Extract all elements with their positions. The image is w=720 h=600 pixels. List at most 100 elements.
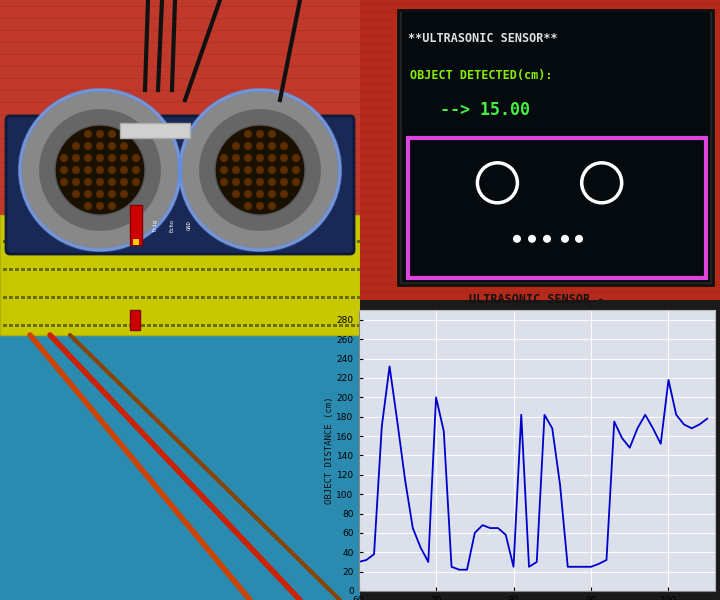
Bar <box>39 324 43 327</box>
Bar <box>291 268 295 271</box>
Bar <box>237 240 241 243</box>
Text: **ULTRASONIC SENSOR**: **ULTRASONIC SENSOR** <box>408 31 557 44</box>
Bar <box>345 240 349 243</box>
Bar <box>33 240 37 243</box>
Bar <box>189 324 193 327</box>
Circle shape <box>232 166 240 174</box>
Bar <box>130 310 140 330</box>
Bar <box>9 296 13 299</box>
Circle shape <box>120 178 128 186</box>
Bar <box>237 268 241 271</box>
Bar <box>141 324 145 327</box>
Circle shape <box>108 166 116 174</box>
Bar <box>81 296 85 299</box>
Bar <box>117 240 121 243</box>
Bar <box>327 240 331 243</box>
Bar <box>408 138 706 278</box>
Bar <box>273 296 277 299</box>
Bar <box>309 324 313 327</box>
Bar <box>249 268 253 271</box>
Bar <box>15 324 19 327</box>
Bar <box>255 296 259 299</box>
Bar <box>39 296 43 299</box>
Bar <box>123 268 127 271</box>
Text: GND: GND <box>186 220 192 230</box>
Bar <box>261 240 265 243</box>
Bar <box>117 268 121 271</box>
Bar <box>177 268 181 271</box>
Circle shape <box>60 154 68 162</box>
Circle shape <box>108 154 116 162</box>
Circle shape <box>72 190 80 198</box>
Bar <box>21 324 25 327</box>
Circle shape <box>292 178 300 186</box>
Bar <box>57 268 61 271</box>
Bar <box>0 0 360 300</box>
Circle shape <box>513 235 521 243</box>
Bar <box>207 240 211 243</box>
Bar <box>99 268 103 271</box>
Bar <box>351 296 355 299</box>
Circle shape <box>244 190 252 198</box>
Circle shape <box>198 108 322 232</box>
Bar <box>309 296 313 299</box>
Bar <box>69 324 73 327</box>
Bar <box>333 324 337 327</box>
Bar <box>75 296 79 299</box>
Bar <box>207 296 211 299</box>
Bar <box>183 240 187 243</box>
Bar <box>339 240 343 243</box>
Bar <box>225 240 229 243</box>
Circle shape <box>108 130 116 138</box>
Bar <box>267 240 271 243</box>
Circle shape <box>96 130 104 138</box>
Bar <box>249 324 253 327</box>
Bar <box>291 324 295 327</box>
Bar <box>3 324 7 327</box>
Circle shape <box>108 142 116 150</box>
Bar <box>345 324 349 327</box>
Bar <box>243 240 247 243</box>
Bar <box>135 268 139 271</box>
Bar <box>0 215 360 335</box>
Circle shape <box>268 166 276 174</box>
Circle shape <box>96 166 104 174</box>
Bar <box>135 324 139 327</box>
Bar <box>321 296 325 299</box>
Circle shape <box>132 178 140 186</box>
Bar <box>123 240 127 243</box>
Bar <box>297 296 301 299</box>
Bar <box>129 296 133 299</box>
Bar <box>111 324 115 327</box>
Bar <box>321 324 325 327</box>
Circle shape <box>108 190 116 198</box>
Circle shape <box>84 190 92 198</box>
Bar <box>213 324 217 327</box>
Bar <box>261 296 265 299</box>
Circle shape <box>280 166 288 174</box>
Bar <box>63 296 67 299</box>
Bar <box>0 215 360 335</box>
Bar <box>117 324 121 327</box>
Circle shape <box>280 142 288 150</box>
Bar <box>213 296 217 299</box>
Circle shape <box>220 166 228 174</box>
Bar <box>279 268 283 271</box>
Bar <box>105 268 109 271</box>
Bar <box>45 240 49 243</box>
Bar <box>57 324 61 327</box>
Circle shape <box>96 190 104 198</box>
Circle shape <box>96 202 104 210</box>
Bar <box>267 324 271 327</box>
Bar <box>129 240 133 243</box>
Bar <box>21 296 25 299</box>
Bar <box>147 296 151 299</box>
Bar <box>159 268 163 271</box>
Bar <box>9 324 13 327</box>
Bar <box>117 296 121 299</box>
Bar <box>57 240 61 243</box>
Bar <box>333 296 337 299</box>
Bar <box>15 240 19 243</box>
Bar <box>93 240 97 243</box>
Bar <box>81 324 85 327</box>
